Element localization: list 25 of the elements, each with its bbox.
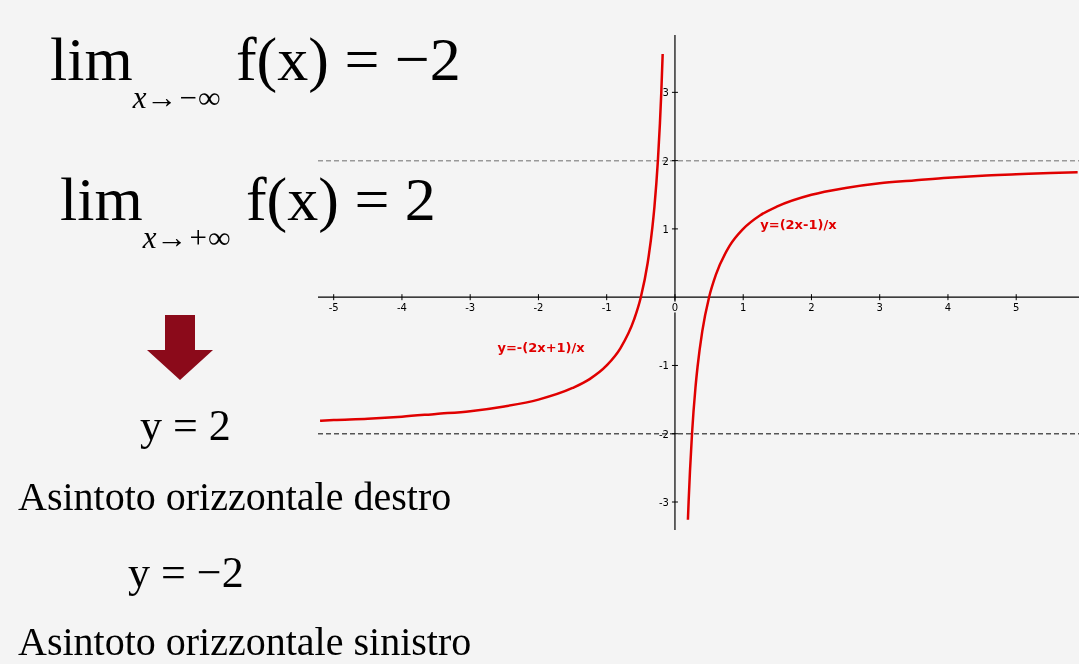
text: Asintoto orizzontale sinistro	[18, 619, 472, 664]
y-tick-label: -2	[658, 428, 669, 440]
annotation: lim$_{x→+∞}$ f(x) = 2	[60, 165, 436, 255]
line-series	[686, 170, 1079, 522]
text: y = −2	[128, 548, 244, 597]
y-tick-label: 2	[662, 155, 669, 167]
y-tick-label: -1	[658, 360, 669, 372]
x-tick-label: 5	[1013, 302, 1020, 314]
x-tick-label: 1	[740, 302, 747, 314]
x-tick-label: -3	[465, 302, 476, 314]
x-tick-label: -2	[533, 302, 544, 314]
x-tick-label: -1	[601, 302, 612, 314]
text: y = 2	[140, 401, 231, 450]
y-tick-label: 3	[662, 87, 669, 99]
x-tick-label: -4	[396, 302, 407, 314]
x-tick-label: 3	[876, 302, 883, 314]
annotation: Asintoto orizzontale destro	[18, 474, 452, 519]
series-label: y=(2x-1)/x	[760, 216, 838, 232]
y-tick-label: -3	[658, 497, 669, 509]
annotation: lim$_{x→−∞}$ f(x) = −2	[50, 25, 461, 115]
y-tick-label: 1	[662, 223, 669, 235]
x-tick-label: 4	[944, 302, 952, 314]
series-label: y=-(2x+1)/x	[497, 339, 586, 355]
x-tick-label: 2	[808, 302, 815, 314]
x-tick-label: -5	[328, 302, 339, 314]
